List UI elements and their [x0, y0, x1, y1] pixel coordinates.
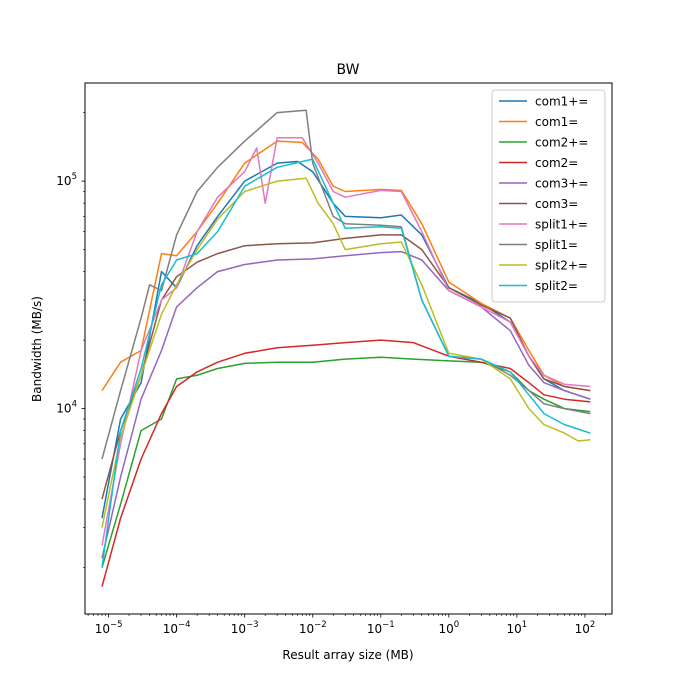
- legend: com1+= com1= com2+= com2= com3+= com3= split1+…: [491, 89, 606, 303]
- chart-title: BW: [337, 62, 360, 78]
- legend-label: split1+=: [535, 218, 588, 232]
- x-tick-label: 10−4: [163, 620, 191, 636]
- x-tick-label: 10−3: [231, 620, 259, 636]
- legend-label: com1+=: [535, 95, 588, 109]
- x-tick-label: 102: [575, 620, 596, 636]
- legend-label: com1=: [535, 115, 578, 129]
- legend-label: com2+=: [535, 136, 588, 150]
- plot-frame: [84, 82, 613, 615]
- x-tick-label: 100: [438, 620, 459, 636]
- series-line-split2+=: [101, 177, 591, 528]
- series-line-com2=: [101, 339, 591, 587]
- legend-label: split2=: [535, 279, 578, 293]
- x-tick-label: 10−2: [299, 620, 327, 636]
- series-line-split1=: [101, 109, 591, 460]
- legend-box: [491, 89, 606, 303]
- y-tick-label: 104: [56, 400, 77, 416]
- x-tick-label: 10−5: [95, 620, 123, 636]
- x-axis-label: Result array size (MB): [282, 648, 413, 662]
- ticks-layer: 10−5 10−4 10−3 10−2 10−1 100 101 102 104 105: [56, 112, 606, 636]
- legend-label: split2+=: [535, 259, 588, 273]
- legend-label: com2=: [535, 156, 578, 170]
- y-axis-label: Bandwidth (MB/s): [30, 296, 44, 402]
- legend-label: com3=: [535, 197, 578, 211]
- series-line-split2=: [101, 158, 591, 568]
- series-layer: [101, 109, 591, 587]
- y-tick-label: 105: [56, 172, 77, 188]
- legend-items: com1+= com1= com2+= com2= com3+= com3= split1+…: [499, 95, 588, 293]
- series-line-com3+=: [101, 250, 591, 559]
- x-tick-label: 101: [507, 620, 528, 636]
- series-line-split1+=: [101, 137, 591, 546]
- legend-label: com3+=: [535, 177, 588, 191]
- x-tick-label: 10−1: [367, 620, 395, 636]
- legend-label: split1=: [535, 238, 578, 252]
